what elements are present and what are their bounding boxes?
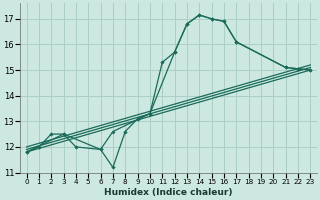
X-axis label: Humidex (Indice chaleur): Humidex (Indice chaleur) [104, 188, 233, 197]
